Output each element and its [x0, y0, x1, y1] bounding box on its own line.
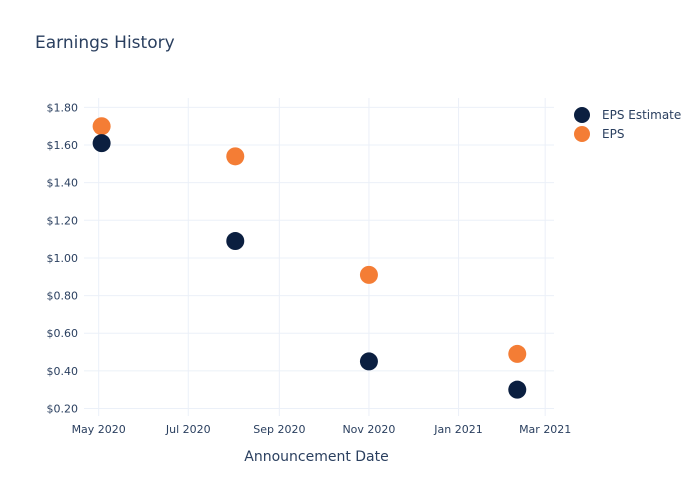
- legend-swatch-eps-estimate: [574, 106, 590, 123]
- tick-layer: May 2020 Jul 2020 Sep 2020 Nov 2020 Jan 2021…: [47, 101, 572, 436]
- point-eps-estimate[interactable]: [359, 352, 378, 371]
- y-tick-label: $1.00: [47, 252, 79, 265]
- point-layer: [92, 117, 527, 399]
- legend: EPS Estimate EPS: [574, 105, 681, 143]
- x-tick-label: Nov 2020: [342, 423, 395, 436]
- point-eps[interactable]: [359, 265, 378, 284]
- legend-item-eps-estimate[interactable]: EPS Estimate: [574, 105, 681, 124]
- y-tick-label: $0.60: [47, 327, 79, 340]
- point-eps[interactable]: [226, 147, 245, 166]
- y-tick-label: $0.20: [47, 402, 79, 415]
- legend-label-eps-estimate: EPS Estimate: [602, 107, 682, 122]
- legend-label-eps: EPS: [602, 126, 625, 141]
- x-tick-label: Jan 2021: [433, 423, 482, 436]
- y-tick-label: $1.20: [47, 214, 79, 227]
- x-axis-label: Announcement Date: [244, 449, 389, 465]
- point-eps-estimate[interactable]: [92, 134, 111, 153]
- y-tick-label: $1.40: [47, 177, 79, 190]
- legend-swatch-eps: [574, 125, 590, 142]
- point-eps[interactable]: [508, 344, 527, 363]
- x-tick-label: Sep 2020: [253, 423, 305, 436]
- grid-layer: [84, 98, 554, 416]
- y-tick-label: $0.40: [47, 365, 79, 378]
- y-tick-label: $1.80: [47, 101, 79, 114]
- point-eps[interactable]: [92, 117, 111, 136]
- x-tick-label: May 2020: [72, 423, 126, 436]
- point-eps-estimate[interactable]: [508, 380, 527, 399]
- legend-item-eps[interactable]: EPS: [574, 124, 681, 143]
- point-eps-estimate[interactable]: [226, 232, 245, 251]
- chart-title: Earnings History: [35, 33, 175, 53]
- y-tick-label: $0.80: [47, 290, 79, 303]
- x-tick-label: Mar 2021: [519, 423, 571, 436]
- x-tick-label: Jul 2020: [165, 423, 211, 436]
- y-tick-label: $1.60: [47, 139, 79, 152]
